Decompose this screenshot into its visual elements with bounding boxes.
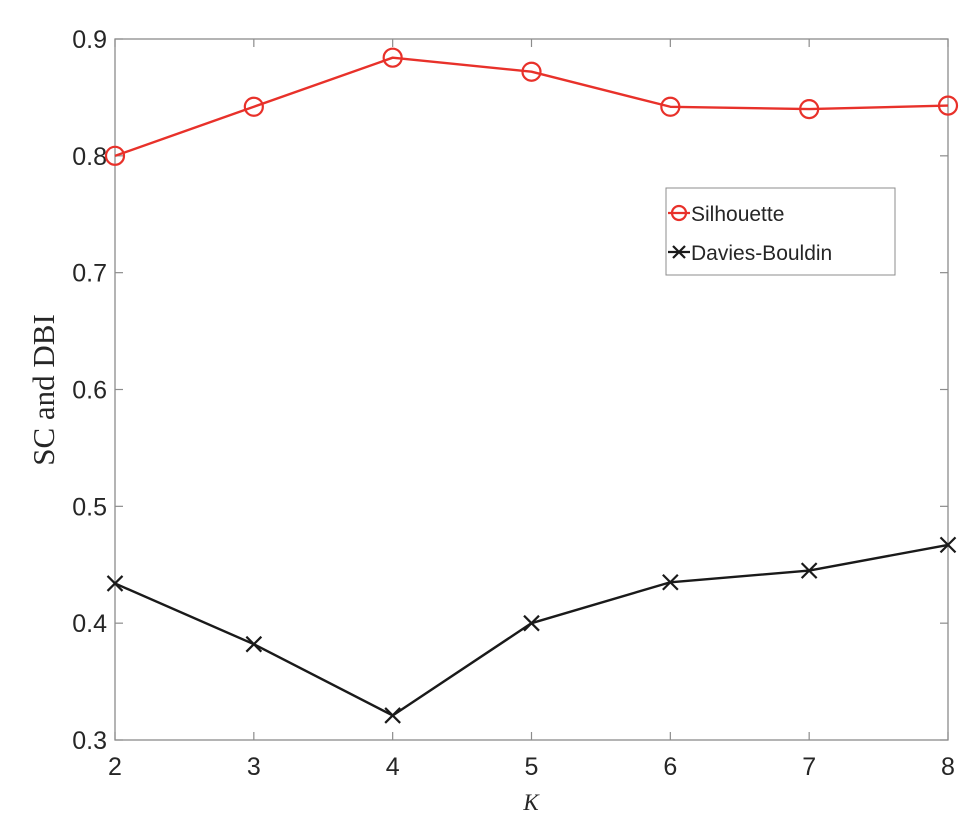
plot-area <box>114 38 949 741</box>
x-marker-icon <box>106 575 124 592</box>
series-line <box>114 56 949 157</box>
x-tick-label: 2 <box>108 753 122 781</box>
legend-item-davies-bouldin: Davies-Bouldin <box>668 242 832 265</box>
x-marker-icon <box>245 635 263 653</box>
legend: Silhouette Davies-Bouldin <box>665 187 896 276</box>
y-tick-label: 0.7 <box>72 260 107 288</box>
y-axis-label: SC and DBI <box>26 314 61 466</box>
y-tick-label: 0.5 <box>72 493 107 521</box>
x-tick-label: 4 <box>386 753 400 781</box>
circle-marker-icon <box>937 95 959 116</box>
x-marker-icon <box>523 614 540 632</box>
series-layer <box>104 47 959 724</box>
y-tick-label: 0.6 <box>72 377 107 405</box>
x-tick-label: 7 <box>802 753 816 781</box>
y-tick-label: 0.9 <box>72 26 107 54</box>
x-tick-label: 3 <box>247 753 261 781</box>
x-marker-icon <box>662 573 679 591</box>
x-tick-label: 6 <box>663 753 677 781</box>
x-tick-label: 5 <box>525 753 539 781</box>
circle-marker-icon <box>382 47 403 68</box>
x-tick-label: 8 <box>941 753 955 781</box>
legend-label: Silhouette <box>691 203 784 226</box>
legend-item-silhouette: Silhouette <box>668 203 784 226</box>
circle-marker-icon <box>670 204 688 222</box>
legend-box <box>665 187 896 276</box>
y-tick-label: 0.4 <box>72 610 107 638</box>
y-tick-label: 0.8 <box>72 143 107 171</box>
axes-box <box>114 38 949 741</box>
series-silhouette <box>104 47 959 166</box>
axes: 2 3 4 5 6 7 8 0.3 0.4 0.5 0.6 0.7 0.8 0.9 <box>72 26 955 781</box>
x-marker-icon <box>939 536 957 554</box>
x-marker-icon <box>672 245 686 259</box>
circle-marker-icon <box>799 98 820 120</box>
y-tick-label: 0.3 <box>72 727 107 755</box>
circle-marker-icon <box>521 61 542 82</box>
x-axis-label: K <box>522 790 540 815</box>
x-marker-icon <box>384 707 401 724</box>
circle-marker-icon <box>243 96 264 117</box>
series-davies-bouldin <box>106 536 957 724</box>
legend-label: Davies-Bouldin <box>691 242 832 265</box>
circle-marker-icon <box>660 96 681 117</box>
x-marker-icon <box>800 562 818 579</box>
circle-marker-icon <box>104 145 126 166</box>
